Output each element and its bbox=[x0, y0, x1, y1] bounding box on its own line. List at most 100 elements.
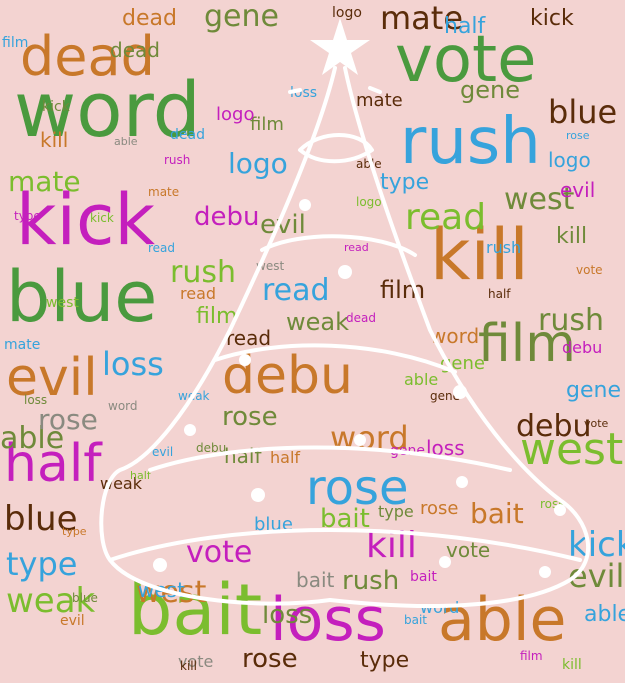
cloud-word: rose bbox=[222, 402, 278, 432]
ornament-dot bbox=[299, 199, 311, 211]
cloud-word: kick bbox=[90, 211, 114, 225]
cloud-word: blue bbox=[72, 591, 98, 605]
cloud-word: gene bbox=[460, 76, 520, 104]
cloud-word: mate bbox=[4, 337, 41, 353]
cloud-word: kick bbox=[568, 525, 625, 565]
cloud-word: kill bbox=[556, 224, 588, 249]
cloud-word: type bbox=[378, 502, 414, 521]
cloud-word: weak bbox=[286, 308, 349, 336]
cloud-word: gene bbox=[430, 389, 460, 403]
cloud-word: rose bbox=[420, 498, 459, 519]
cloud-word: film bbox=[196, 304, 238, 329]
cloud-word: vote bbox=[576, 263, 603, 277]
cloud-word: half bbox=[444, 14, 486, 39]
cloud-word: evil bbox=[6, 348, 98, 408]
cloud-word: debu bbox=[562, 338, 603, 357]
ornament-dot bbox=[354, 434, 366, 446]
cloud-word: west bbox=[46, 295, 79, 311]
cloud-word: dead bbox=[170, 127, 205, 143]
ornament-dot bbox=[239, 354, 251, 366]
cloud-word: read bbox=[405, 197, 487, 238]
cloud-word: west bbox=[520, 424, 624, 475]
cloud-word: gene bbox=[204, 0, 279, 34]
cloud-word: type bbox=[360, 648, 410, 673]
ornament-dot bbox=[439, 556, 451, 568]
cloud-word: kill bbox=[40, 128, 69, 152]
cloud-word: kick bbox=[530, 6, 574, 31]
ornament-dot bbox=[453, 385, 467, 399]
cloud-word: vote bbox=[395, 23, 537, 97]
cloud-word: bait bbox=[320, 504, 370, 534]
cloud-word: dead bbox=[122, 6, 177, 31]
cloud-word: blue bbox=[548, 93, 618, 131]
cloud-word: blue bbox=[4, 499, 78, 539]
cloud-word: logo bbox=[356, 195, 382, 209]
cloud-word: gene bbox=[566, 378, 621, 403]
cloud-word: dead bbox=[346, 311, 376, 325]
ornament-dot bbox=[184, 424, 196, 436]
ornament-dot bbox=[554, 504, 566, 516]
cloud-word: vote bbox=[584, 417, 609, 430]
cloud-word: able bbox=[0, 421, 65, 456]
cloud-word: kill bbox=[180, 659, 197, 673]
cloud-word: read bbox=[262, 273, 330, 308]
tree-swirl-5 bbox=[108, 528, 582, 562]
ornament-dot bbox=[338, 265, 352, 279]
cloud-word: rush bbox=[170, 255, 236, 290]
cloud-word: vote bbox=[186, 535, 253, 570]
cloud-word: rose bbox=[242, 644, 298, 674]
cloud-word: able bbox=[356, 157, 382, 171]
cloud-word: rose bbox=[306, 460, 409, 516]
cloud-word: able bbox=[584, 602, 625, 627]
cloud-word: loss bbox=[24, 393, 48, 407]
cloud-word: logo bbox=[216, 104, 255, 125]
cloud-word: kick bbox=[16, 179, 156, 261]
cloud-word: mate bbox=[380, 0, 464, 37]
cloud-word: half bbox=[130, 469, 151, 482]
cloud-word: bait bbox=[296, 568, 335, 592]
cloud-word: blue bbox=[254, 514, 293, 535]
cloud-word: half bbox=[4, 434, 102, 494]
cloud-word: film bbox=[520, 649, 543, 663]
cloud-word: word bbox=[430, 324, 480, 348]
cloud-word: mate bbox=[356, 90, 403, 111]
cloud-word: type bbox=[380, 170, 430, 195]
cloud-word: rush bbox=[486, 238, 522, 257]
star-icon bbox=[310, 18, 370, 75]
tree-swirl-3 bbox=[213, 343, 457, 374]
cloud-word: able bbox=[114, 135, 138, 148]
cloud-word: mate bbox=[8, 165, 81, 198]
ornament-dot bbox=[251, 488, 265, 502]
cloud-word: logo bbox=[228, 147, 288, 180]
cloud-word: vote bbox=[178, 652, 214, 671]
cloud-word: dead bbox=[20, 25, 155, 88]
cloud-word: evil bbox=[60, 613, 85, 629]
cloud-word: loss bbox=[102, 345, 164, 383]
cloud-word: film bbox=[250, 114, 284, 135]
cloud-word: half bbox=[270, 448, 301, 467]
tree-swirl-4 bbox=[148, 445, 512, 472]
cloud-word: read bbox=[226, 326, 272, 350]
cloud-word: read bbox=[344, 241, 369, 254]
cloud-word: able bbox=[404, 370, 439, 389]
cloud-word: rush bbox=[538, 303, 604, 338]
cloud-word: film bbox=[2, 35, 29, 51]
tree-trunk-flick bbox=[288, 86, 382, 94]
cloud-word: type bbox=[62, 525, 87, 538]
cloud-word: logo bbox=[332, 5, 362, 21]
ornament-dot bbox=[456, 476, 468, 488]
cloud-word: logo bbox=[548, 148, 591, 172]
cloud-word: west bbox=[504, 182, 575, 217]
ornament-dot bbox=[539, 566, 551, 578]
cloud-word: rose bbox=[566, 129, 590, 142]
tree-outline-left bbox=[99, 66, 337, 606]
ornament-dot bbox=[153, 558, 167, 572]
cloud-word: debu bbox=[194, 202, 260, 232]
cloud-word: rush bbox=[400, 105, 541, 179]
cloud-word: loss bbox=[262, 600, 313, 630]
cloud-word: kick bbox=[42, 99, 70, 115]
cloud-word: rush bbox=[342, 566, 400, 596]
tree-outline-right bbox=[328, 66, 590, 608]
cloud-word: rush bbox=[164, 153, 191, 167]
